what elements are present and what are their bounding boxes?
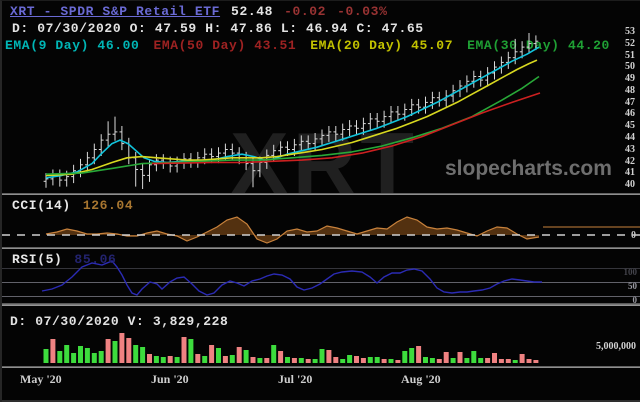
month-axis-label: May '20 <box>20 372 62 386</box>
ema-line <box>45 59 538 177</box>
price-axis-label: 47 <box>625 96 635 108</box>
rsi-label: RSI(5) <box>12 252 63 267</box>
cci-header: CCI(14) 126.04 <box>12 198 133 213</box>
ohlc-readout: D: 07/30/2020 O: 47.59 H: 47.86 L: 46.94… <box>12 21 424 36</box>
ema-legend-value: 45.07 <box>402 38 454 53</box>
header-row: XRT - SPDR S&P Retail ETF 52.48 -0.02 -0… <box>10 4 388 19</box>
volume-axis-label: 5,000,000 <box>596 341 636 352</box>
separator <box>2 193 640 195</box>
cci-zero-label: 0 <box>631 230 636 241</box>
cci-value: 126.04 <box>82 198 134 213</box>
price-axis-label: 45 <box>625 120 635 132</box>
header-ticker-link[interactable]: XRT - SPDR S&P Retail ETF <box>10 4 221 19</box>
price-axis-label: 40 <box>625 179 635 190</box>
ema-legend-label: EMA(9 Day) <box>5 38 90 53</box>
rsi-axis-label: 100 <box>623 267 638 277</box>
month-axis-label: Jul '20 <box>278 372 313 386</box>
price-axis-label: 48 <box>625 84 635 96</box>
separator <box>2 366 640 368</box>
ema-legend-label: EMA(50 Day) <box>153 38 246 53</box>
ema-legend-value: 43.51 <box>245 38 297 53</box>
separator <box>2 247 640 249</box>
month-axis-label: Jun '20 <box>151 372 189 386</box>
rsi-line <box>41 260 542 296</box>
price-axis-label: 42 <box>625 155 635 167</box>
price-axis-label: 46 <box>625 108 635 120</box>
ema-legend-item: EMA(20 Day) 45.07 <box>310 38 453 53</box>
ema-legend: EMA(9 Day) 46.00 EMA(50 Day) 43.51 EMA(20 … <box>5 38 610 53</box>
month-axis-label: Aug '20 <box>401 372 441 386</box>
price-change-pct: -0.03% <box>337 4 388 19</box>
price-axis-label: 41 <box>625 167 635 179</box>
price-axis-label: 52 <box>625 37 635 49</box>
bottom-edge <box>2 400 640 402</box>
ema-line <box>151 92 541 165</box>
rsi-header: RSI(5) 85.06 <box>12 252 116 267</box>
site-watermark: slopecharts.com <box>445 157 612 180</box>
cci-label: CCI(14) <box>12 198 71 213</box>
rsi-axis-label: 50 <box>628 281 637 291</box>
price-axis-label: 53 <box>625 26 635 37</box>
last-price: 52.48 <box>231 4 274 19</box>
price-axis-label: 43 <box>625 143 635 155</box>
price-change: -0.02 <box>284 4 327 19</box>
ema-legend-item: EMA(9 Day) 46.00 <box>5 38 139 53</box>
ohlc-bars <box>43 33 539 189</box>
cci-line <box>45 216 540 244</box>
ema-legend-value: 46.00 <box>89 38 140 53</box>
price-axis-label: 44 <box>625 131 635 143</box>
volume-bars <box>43 333 539 363</box>
ema-legend-label: EMA(20 Day) <box>310 38 403 53</box>
ema-legend-item: EMA(50 Day) 43.51 <box>153 38 296 53</box>
ema-legend-value: 44.20 <box>559 38 610 53</box>
rsi-axis-label: 0 <box>632 295 638 305</box>
ema-line <box>45 75 540 175</box>
price-axis-label: 49 <box>625 73 635 85</box>
rsi-value: 85.06 <box>74 252 117 267</box>
price-axis-label: 50 <box>625 61 635 73</box>
price-axis-label: 51 <box>625 49 635 61</box>
volume-readout: D: 07/30/2020 V: 3,829,228 <box>10 314 229 329</box>
separator <box>2 303 640 306</box>
